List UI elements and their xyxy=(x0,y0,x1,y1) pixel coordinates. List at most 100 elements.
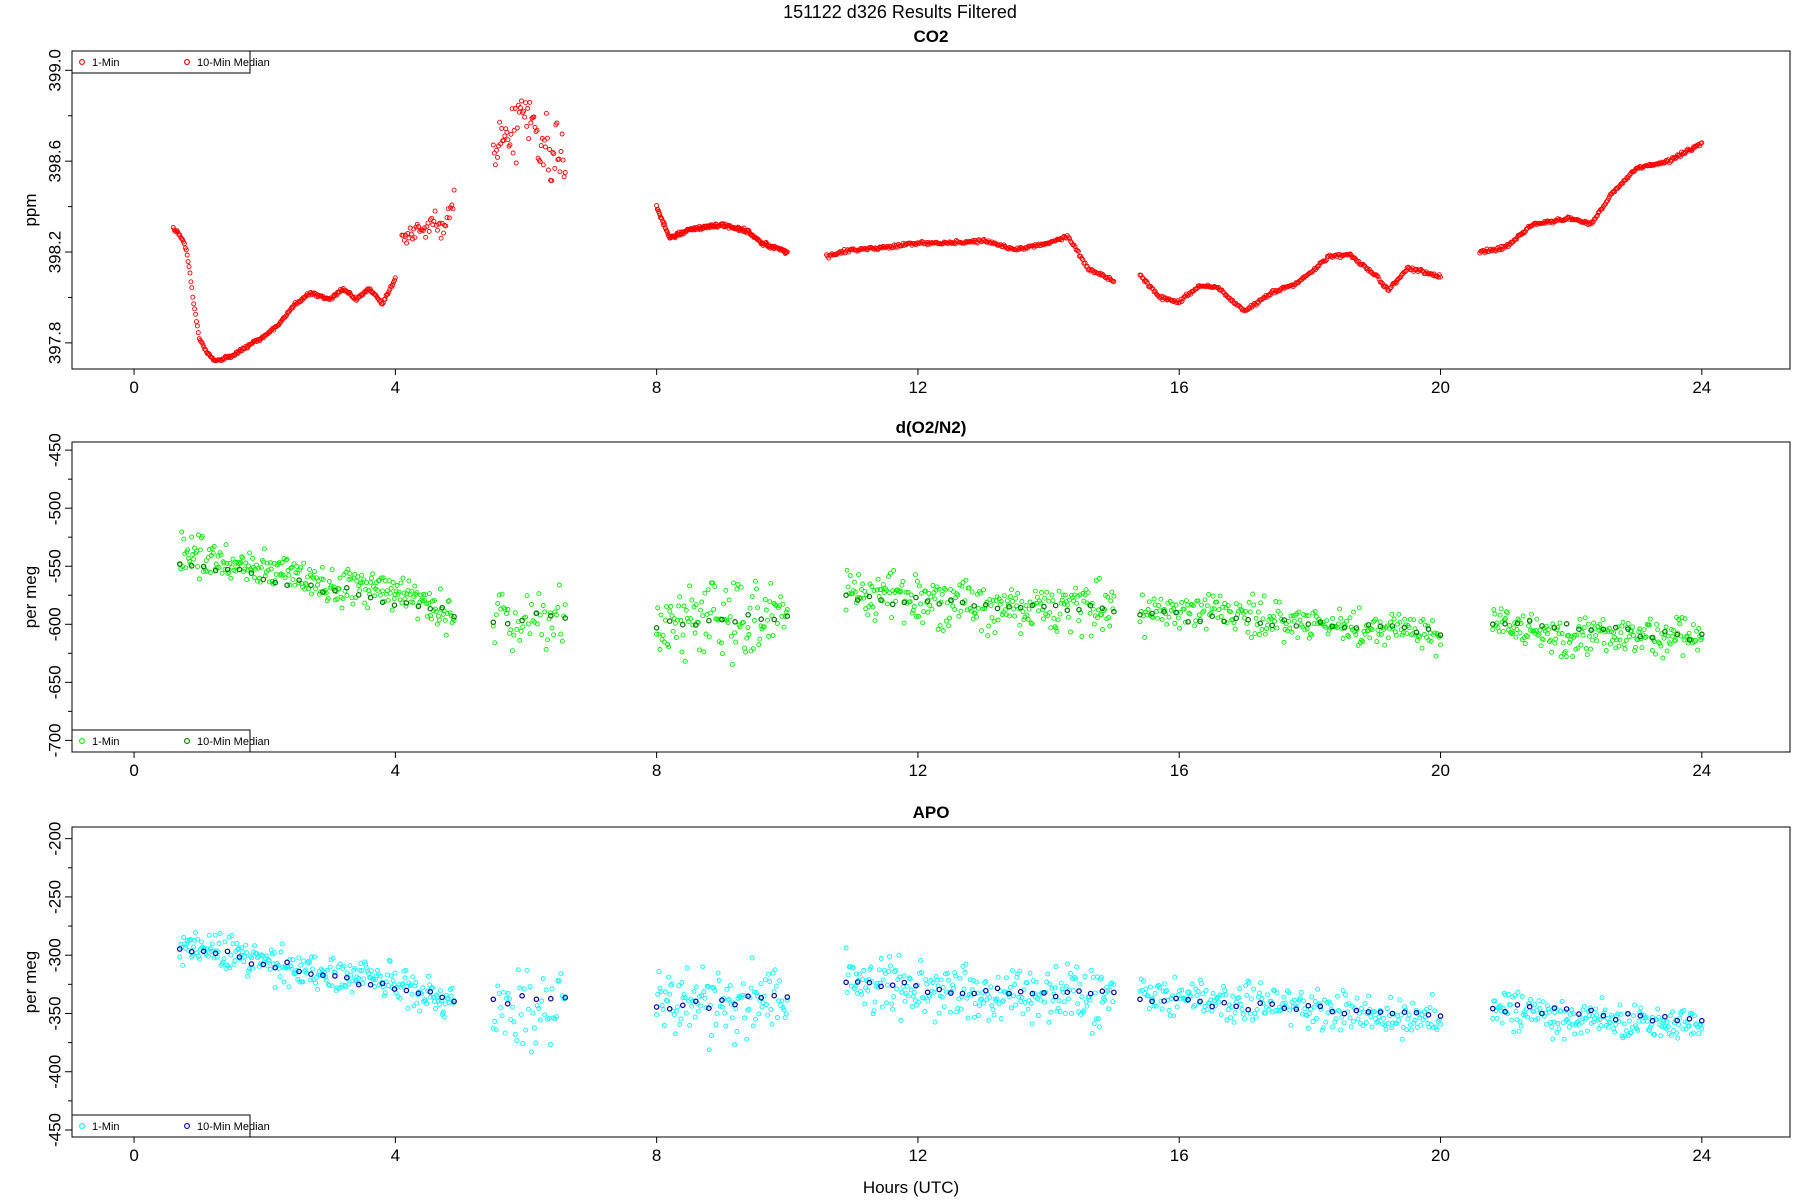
data-point xyxy=(1571,1011,1577,1017)
data-point xyxy=(1167,599,1173,604)
data-point xyxy=(1317,1001,1323,1007)
data-point xyxy=(505,607,511,612)
data-point xyxy=(551,151,557,157)
data-point xyxy=(862,588,868,594)
data-point xyxy=(1621,1021,1627,1027)
data-point xyxy=(1516,1028,1522,1034)
data-point xyxy=(1260,616,1266,622)
data-point xyxy=(1202,1003,1208,1009)
data-point xyxy=(1025,1006,1031,1012)
data-point xyxy=(1320,1025,1326,1031)
data-point xyxy=(547,612,554,619)
data-point xyxy=(324,967,330,973)
data-point xyxy=(653,624,660,631)
data-point xyxy=(750,646,756,652)
data-point xyxy=(1340,636,1346,641)
data-point xyxy=(711,606,717,612)
data-point xyxy=(1590,637,1596,643)
data-point xyxy=(1540,637,1546,643)
data-point xyxy=(400,575,406,581)
data-point xyxy=(530,618,536,624)
data-point xyxy=(1649,1014,1655,1020)
data-point xyxy=(344,970,350,976)
data-point xyxy=(524,593,530,599)
data-point xyxy=(990,598,996,604)
data-point xyxy=(266,958,272,964)
data-point xyxy=(445,206,451,212)
data-point xyxy=(692,630,698,636)
data-point xyxy=(1060,235,1066,241)
data-point xyxy=(1047,609,1053,615)
data-point xyxy=(1295,635,1301,641)
data-point xyxy=(264,560,270,566)
data-point xyxy=(548,1042,553,1048)
data-point xyxy=(437,586,443,592)
data-point xyxy=(1171,1013,1177,1019)
data-point xyxy=(1612,1016,1619,1023)
data-point xyxy=(682,658,688,664)
data-point xyxy=(1281,617,1288,623)
data-point xyxy=(732,1042,738,1048)
data-point xyxy=(1029,1021,1035,1027)
data-point xyxy=(654,631,660,637)
data-point xyxy=(546,167,551,173)
data-point xyxy=(665,998,671,1004)
data-point xyxy=(1699,1017,1705,1024)
data-point xyxy=(1388,995,1394,1000)
data-point xyxy=(1512,993,1518,999)
data-point xyxy=(189,285,195,291)
data-point xyxy=(277,974,283,980)
data-point xyxy=(981,1000,987,1006)
data-point xyxy=(1327,1001,1333,1007)
data-point xyxy=(1374,639,1380,645)
data-point xyxy=(289,565,295,570)
data-point xyxy=(1281,639,1287,645)
data-point xyxy=(1500,629,1506,635)
data-point xyxy=(654,1012,660,1018)
data-point xyxy=(494,147,499,153)
data-point xyxy=(1677,621,1683,627)
data-point xyxy=(1583,1015,1589,1021)
data-point xyxy=(1593,633,1599,638)
data-point xyxy=(959,990,966,997)
data-point xyxy=(224,566,231,573)
data-point xyxy=(543,110,549,116)
data-point xyxy=(236,945,242,951)
data-point xyxy=(767,979,773,984)
data-point xyxy=(720,1004,725,1010)
data-point xyxy=(348,972,354,978)
data-point xyxy=(1671,628,1676,634)
x-tick-label: 8 xyxy=(652,761,661,780)
data-point xyxy=(1288,1022,1294,1028)
data-point xyxy=(427,605,434,612)
data-point xyxy=(723,587,729,593)
data-point xyxy=(558,149,564,154)
data-point xyxy=(1578,1030,1584,1036)
data-point xyxy=(1599,995,1605,1001)
data-point xyxy=(1550,1036,1556,1042)
data-point xyxy=(1363,1020,1369,1025)
data-point xyxy=(901,620,907,626)
data-point xyxy=(890,1006,896,1012)
data-point xyxy=(1606,625,1612,631)
data-point xyxy=(1524,1014,1530,1020)
data-point xyxy=(959,993,965,999)
y-tick-label: -200 xyxy=(46,822,65,856)
data-point xyxy=(1647,616,1653,622)
data-point xyxy=(1664,1019,1670,1025)
data-point xyxy=(1611,630,1617,636)
data-point xyxy=(1231,1019,1237,1025)
data-point xyxy=(194,319,199,325)
data-point xyxy=(427,988,434,995)
data-point xyxy=(718,640,724,646)
data-point xyxy=(1569,1007,1575,1013)
data-point xyxy=(870,1011,876,1017)
data-point xyxy=(379,599,386,606)
data-point xyxy=(536,1006,542,1011)
data-point xyxy=(1370,619,1376,625)
legend: 1-Min 10-Min Median xyxy=(71,729,270,753)
data-point xyxy=(1434,1027,1440,1033)
y-axis: -700-650-600-550-500-450 xyxy=(46,433,72,757)
data-point xyxy=(692,622,699,628)
